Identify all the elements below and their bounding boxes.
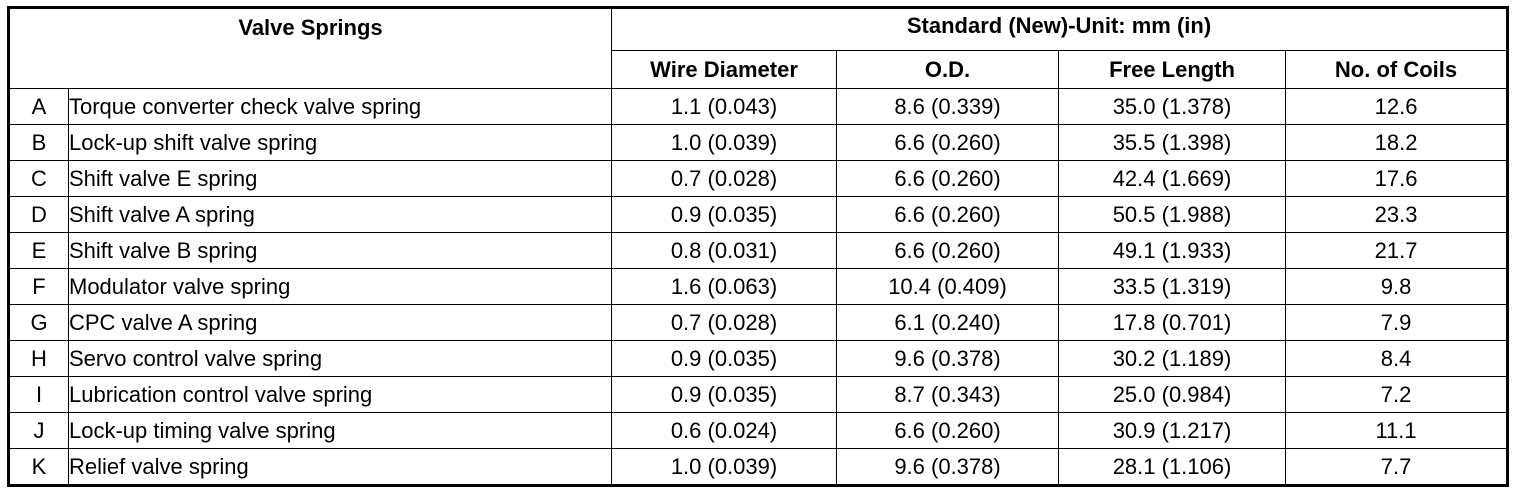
spring-name: Lock-up shift valve spring [67,124,613,161]
spring-name: Shift valve B spring [67,232,613,269]
wire-diameter-header: Wire Diameter [611,50,838,89]
od-cell: 6.6 (0.260) [836,196,1060,233]
no-of-coils-cell: 9.8 [1285,268,1509,305]
row-letter: J [8,412,69,449]
row-letter: C [8,160,69,197]
table-row: C Shift valve E spring 0.7 (0.028) 6.6 (0.2… [8,160,1509,197]
wire-diameter-cell: 1.6 (0.063) [611,268,838,305]
no-of-coils-cell: 23.3 [1285,196,1509,233]
spring-name: Shift valve E spring [67,160,613,197]
no-of-coils-cell: 7.2 [1285,376,1509,413]
spring-name: Torque converter check valve spring [67,88,613,125]
no-of-coils-cell: 8.4 [1285,340,1509,377]
free-length-cell: 42.4 (1.669) [1058,160,1287,197]
wire-diameter-cell: 0.9 (0.035) [611,376,838,413]
table-row: I Lubrication control valve spring 0.9 (0.… [8,376,1509,413]
wire-diameter-cell: 0.6 (0.024) [611,412,838,449]
wire-diameter-cell: 0.8 (0.031) [611,232,838,269]
table-row: E Shift valve B spring 0.8 (0.031) 6.6 (0.2… [8,232,1509,269]
od-cell: 8.7 (0.343) [836,376,1060,413]
standard-unit-header: Standard (New)-Unit: mm (in) [611,7,1509,51]
row-letter: B [8,124,69,161]
table-row: B Lock-up shift valve spring 1.0 (0.039) 6.… [8,124,1509,161]
od-cell: 6.6 (0.260) [836,232,1060,269]
row-letter: K [8,448,69,486]
free-length-cell: 17.8 (0.701) [1058,304,1287,341]
table-row: H Servo control valve spring 0.9 (0.035) 9.… [8,340,1509,377]
spring-name: CPC valve A spring [67,304,613,341]
row-letter: E [8,232,69,269]
od-cell: 6.6 (0.260) [836,160,1060,197]
free-length-cell: 35.0 (1.378) [1058,88,1287,125]
free-length-cell: 25.0 (0.984) [1058,376,1287,413]
od-cell: 9.6 (0.378) [836,448,1060,486]
od-header: O.D. [836,50,1060,89]
valve-springs-header: Valve Springs [7,7,613,89]
wire-diameter-cell: 0.7 (0.028) [611,160,838,197]
spring-name: Lock-up timing valve spring [67,412,613,449]
spring-name: Lubrication control valve spring [67,376,613,413]
free-length-header: Free Length [1058,50,1287,89]
free-length-cell: 30.9 (1.217) [1058,412,1287,449]
od-cell: 6.6 (0.260) [836,124,1060,161]
row-letter: D [8,196,69,233]
row-letter: G [8,304,69,341]
no-of-coils-cell: 7.7 [1285,448,1509,486]
od-cell: 8.6 (0.339) [836,88,1060,125]
wire-diameter-cell: 0.9 (0.035) [611,340,838,377]
spring-name: Servo control valve spring [67,340,613,377]
row-letter: A [8,88,69,125]
valve-springs-table: Valve Springs Standard (New)-Unit: mm (i… [7,6,1510,487]
row-letter: H [8,340,69,377]
wire-diameter-cell: 1.0 (0.039) [611,448,838,486]
no-of-coils-cell: 12.6 [1285,88,1509,125]
table-row: K Relief valve spring 1.0 (0.039) 9.6 (0.37… [8,448,1509,486]
no-of-coils-cell: 21.7 [1285,232,1509,269]
od-cell: 10.4 (0.409) [836,268,1060,305]
od-cell: 6.1 (0.240) [836,304,1060,341]
wire-diameter-cell: 1.1 (0.043) [611,88,838,125]
free-length-cell: 30.2 (1.189) [1058,340,1287,377]
od-cell: 6.6 (0.260) [836,412,1060,449]
wire-diameter-cell: 1.0 (0.039) [611,124,838,161]
table-body: A Torque converter check valve spring 1.1 … [8,88,1509,486]
no-of-coils-cell: 18.2 [1285,124,1509,161]
row-letter: F [8,268,69,305]
row-letter: I [8,376,69,413]
free-length-cell: 35.5 (1.398) [1058,124,1287,161]
free-length-cell: 28.1 (1.106) [1058,448,1287,486]
spring-name: Relief valve spring [67,448,613,486]
spring-name: Modulator valve spring [67,268,613,305]
no-of-coils-cell: 7.9 [1285,304,1509,341]
no-of-coils-cell: 17.6 [1285,160,1509,197]
table-row: J Lock-up timing valve spring 0.6 (0.024) 6… [8,412,1509,449]
wire-diameter-cell: 0.9 (0.035) [611,196,838,233]
free-length-cell: 50.5 (1.988) [1058,196,1287,233]
table-row: G CPC valve A spring 0.7 (0.028) 6.1 (0.240… [8,304,1509,341]
table-row: F Modulator valve spring 1.6 (0.063) 10.4 (… [8,268,1509,305]
table-row: D Shift valve A spring 0.9 (0.035) 6.6 (0.2… [8,196,1509,233]
wire-diameter-cell: 0.7 (0.028) [611,304,838,341]
no-of-coils-cell: 11.1 [1285,412,1509,449]
no-of-coils-header: No. of Coils [1285,50,1509,89]
od-cell: 9.6 (0.378) [836,340,1060,377]
free-length-cell: 33.5 (1.319) [1058,268,1287,305]
table-row: A Torque converter check valve spring 1.1 … [8,88,1509,125]
spring-name: Shift valve A spring [67,196,613,233]
free-length-cell: 49.1 (1.933) [1058,232,1287,269]
